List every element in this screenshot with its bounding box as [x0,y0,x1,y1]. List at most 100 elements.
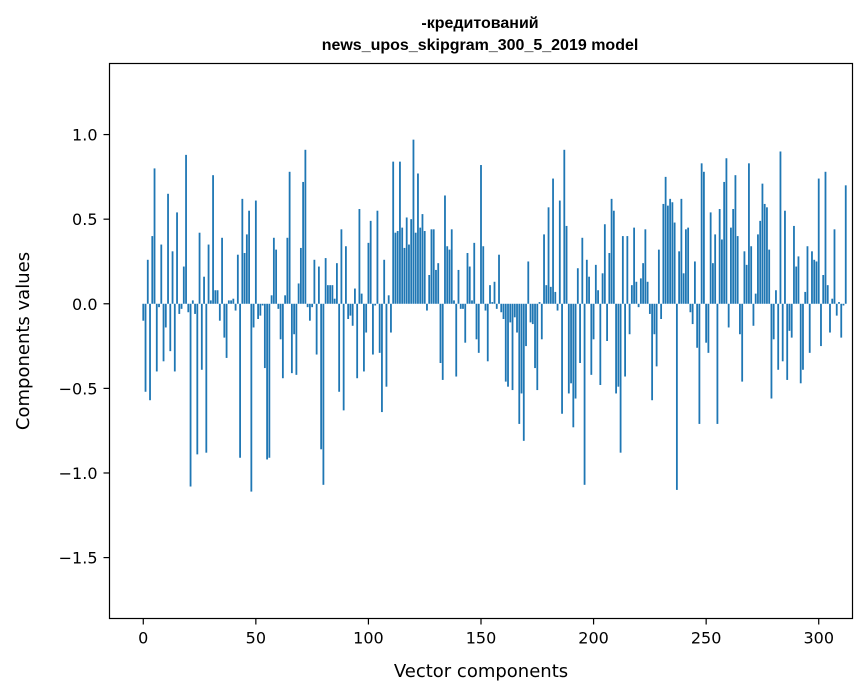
x-tick-label: 250 [691,629,722,648]
bar-component-24 [196,303,199,455]
bar-component-140 [457,269,460,304]
bar-component-102 [372,303,374,355]
y-tick-label: 0.5 [72,210,97,229]
bar-component-197 [585,259,588,304]
bar-component-222 [642,263,645,304]
bar-component-182 [552,178,554,304]
bar-component-152 [484,303,487,311]
bar-component-14 [173,303,176,372]
bar-component-288 [790,303,793,338]
bar-component-19 [185,154,187,304]
bar-component-243 [689,303,692,313]
bar-component-192 [574,303,577,399]
bar-component-280 [772,303,775,340]
bar-component-275 [761,183,764,304]
bar-component-135 [446,246,449,304]
bar-component-132 [439,303,442,363]
bar-component-242 [687,227,690,304]
bar-component-108 [385,303,388,387]
bar-component-294 [804,291,807,304]
chart-title-line1: -кредитований [421,15,538,32]
bar-component-138 [453,300,455,304]
bar-component-224 [646,281,649,304]
bar-component-169 [522,303,525,441]
bar-component-33 [216,290,219,304]
bar-component-173 [531,303,534,325]
y-tick-label: 0.0 [72,295,97,314]
bar-component-241 [684,229,687,304]
bar-component-253 [712,263,714,304]
bar-component-183 [554,291,557,304]
bar-component-240 [682,273,685,304]
bar-component-107 [383,259,386,304]
bar-component-282 [777,303,780,370]
bar-component-15 [176,212,178,304]
bar-component-88 [340,229,343,304]
bar-component-310 [840,303,843,338]
bar-component-103 [374,303,377,306]
bar-component-0 [142,303,145,321]
bar-component-143 [464,303,467,343]
bar-component-90 [345,246,347,304]
bar-component-189 [567,303,570,394]
bar-component-278 [768,249,771,304]
bar-component-27 [203,276,205,304]
bar-component-279 [770,303,773,399]
bar-component-134 [444,195,446,304]
bar-component-174 [534,303,536,369]
bar-component-46 [245,234,248,304]
bar-component-114 [399,161,401,304]
x-tick-label: 100 [353,629,384,648]
bar-component-62 [281,303,284,379]
bar-component-35 [221,237,223,304]
bar-component-208 [610,198,613,304]
bar-component-201 [594,264,597,304]
bar-component-34 [218,303,221,321]
bar-component-180 [547,207,550,304]
bar-component-85 [333,298,336,304]
y-tick-label: −1.5 [59,549,98,568]
bar-component-221 [639,278,642,304]
bar-component-259 [725,158,728,304]
bar-component-239 [680,198,683,304]
x-axis-ticks: 0 50 100 150 200 250 300 [138,618,834,648]
bar-component-139 [455,303,458,377]
bar-component-229 [657,249,660,304]
bar-component-188 [565,225,568,304]
bar-component-32 [214,290,217,304]
bar-component-154 [489,285,491,304]
bar-component-109 [387,295,390,304]
bar-component-42 [236,254,239,304]
bar-component-77 [315,303,318,355]
bar-component-227 [653,303,656,335]
bar-component-16 [178,303,181,314]
bar-component-231 [662,203,665,304]
bar-component-255 [716,303,719,424]
bar-component-245 [693,261,696,304]
bar-component-246 [696,303,699,348]
bar-component-247 [698,303,701,424]
bar-component-61 [279,303,282,340]
bar-series [142,139,847,492]
bar-component-156 [493,281,496,304]
bar-component-195 [581,237,584,304]
bar-component-307 [833,229,836,304]
bar-component-25 [198,232,201,304]
bar-component-276 [763,203,766,304]
bar-component-145 [468,266,471,304]
bar-component-306 [831,298,834,304]
bar-component-261 [730,227,732,304]
bar-component-293 [802,303,804,370]
bar-component-31 [212,175,214,304]
bar-component-220 [637,303,640,308]
bar-component-209 [612,210,615,304]
bar-component-295 [806,246,809,304]
bar-component-263 [734,175,737,304]
chart-title-line2: news_upos_skipgram_300_5_2019 model [322,37,639,54]
bar-component-193 [576,268,579,304]
bar-component-93 [351,303,354,326]
bar-component-232 [664,176,667,304]
bar-component-79 [320,303,323,450]
bar-component-49 [252,303,255,328]
bar-component-105 [378,303,381,353]
